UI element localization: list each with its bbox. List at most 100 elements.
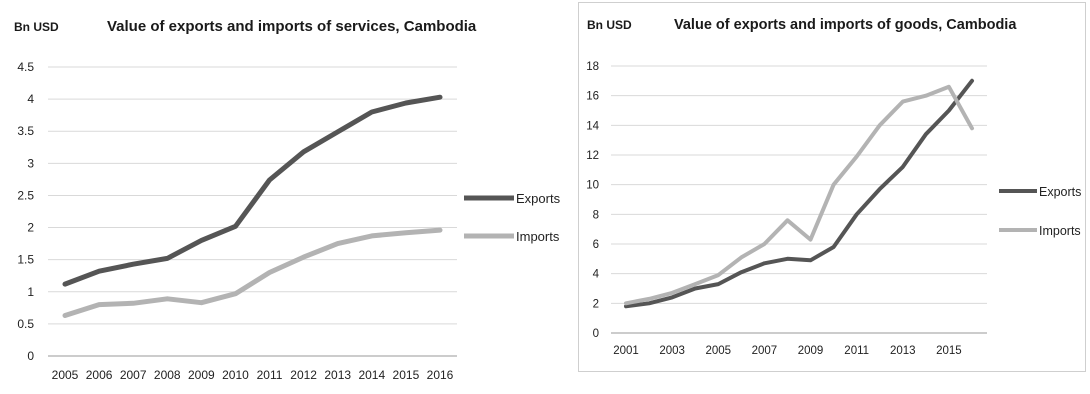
goods-legend-label-exports: Exports [1039, 185, 1081, 199]
services-point-exports [268, 179, 271, 181]
services-point-imports [166, 298, 169, 300]
goods-point-exports [694, 287, 696, 290]
goods-point-imports [902, 100, 904, 103]
goods-x-tick-label: 2009 [798, 345, 824, 357]
goods-legend-label-imports: Imports [1039, 224, 1081, 238]
services-x-tick-label: 2010 [222, 368, 249, 382]
services-y-tick-label: 0 [27, 349, 34, 363]
services-legend-label-imports: Imports [516, 229, 560, 244]
services-x-tick-label: 2006 [86, 368, 113, 382]
services-point-exports [200, 239, 203, 242]
services-point-imports [200, 301, 203, 304]
goods-point-exports [878, 188, 881, 190]
goods-point-imports [855, 155, 858, 158]
goods-point-imports [671, 292, 673, 294]
goods-point-exports [625, 305, 627, 308]
goods-point-exports [717, 283, 720, 285]
services-point-exports [132, 263, 134, 265]
services-point-exports [166, 257, 169, 260]
goods-point-imports [786, 219, 789, 222]
goods-x-tick-label: 2001 [613, 345, 639, 357]
services-point-imports [234, 292, 237, 295]
services-y-tick-label: 4.5 [17, 60, 34, 74]
goods-unit-label: Bn USD [587, 18, 632, 32]
goods-point-exports [925, 133, 927, 136]
goods-point-imports [625, 302, 627, 305]
goods-y-tick-label: 4 [593, 269, 600, 281]
goods-y-tick-label: 8 [593, 209, 599, 221]
goods-point-imports [832, 183, 835, 186]
services-x-tick-label: 2005 [52, 368, 79, 382]
goods-y-tick-label: 18 [586, 61, 599, 73]
goods-y-tick-label: 16 [586, 91, 599, 103]
goods-point-imports [925, 94, 927, 97]
services-series-line-imports [62, 227, 443, 318]
services-point-imports [132, 302, 134, 305]
services-point-imports [439, 229, 441, 231]
goods-x-tick-label: 2013 [890, 345, 916, 357]
services-x-tick-label: 2016 [427, 368, 454, 382]
goods-chart: Bn USD Value of exports and imports of g… [586, 17, 1081, 357]
goods-point-imports [694, 283, 696, 285]
services-point-exports [64, 283, 66, 285]
services-chart-title: Value of exports and imports of services… [107, 18, 477, 35]
goods-x-tick-label: 2005 [705, 345, 731, 357]
services-point-imports [336, 242, 339, 245]
services-y-tick-label: 4 [27, 92, 34, 106]
services-point-imports [268, 271, 271, 274]
services-x-tick-label: 2011 [257, 368, 283, 382]
goods-y-tick-label: 14 [586, 120, 599, 132]
goods-point-exports [671, 296, 673, 299]
services-point-imports [98, 303, 100, 306]
services-point-exports [439, 96, 441, 98]
services-x-tick-label: 2013 [324, 368, 351, 382]
goods-point-exports [971, 80, 973, 82]
goods-y-tick-label: 0 [593, 328, 599, 340]
services-y-tick-label: 1 [27, 285, 34, 299]
goods-point-imports [740, 256, 743, 259]
services-point-exports [371, 111, 373, 113]
goods-y-tick-label: 2 [593, 298, 599, 310]
services-chart-panel: Bn USD Value of exports and imports of s… [14, 18, 561, 382]
services-x-tick-label: 2008 [154, 368, 181, 382]
services-x-tick-label: 2014 [358, 368, 385, 382]
goods-x-tick-label: 2003 [659, 345, 685, 357]
goods-point-imports [971, 127, 973, 130]
goods-series-line-exports [624, 78, 974, 309]
services-point-exports [234, 225, 237, 228]
goods-point-exports [740, 271, 743, 273]
goods-point-exports [902, 166, 904, 168]
services-x-tick-label: 2007 [120, 368, 147, 382]
services-point-exports [302, 150, 305, 153]
goods-point-exports [763, 262, 766, 265]
goods-x-tick-label: 2007 [752, 345, 778, 357]
goods-point-imports [878, 124, 881, 127]
services-y-tick-label: 2.5 [17, 188, 34, 202]
goods-series-line-imports [624, 84, 974, 306]
services-y-tick-label: 1.5 [17, 253, 34, 267]
services-series-line-exports [62, 94, 443, 287]
goods-point-exports [855, 213, 858, 216]
services-x-tick-label: 2009 [188, 368, 215, 382]
services-point-imports [371, 235, 373, 237]
goods-chart-title: Value of exports and imports of goods, C… [674, 17, 1017, 33]
services-y-tick-label: 2 [27, 221, 34, 235]
services-x-tick-label: 2015 [393, 368, 420, 382]
goods-y-tick-label: 12 [586, 150, 599, 162]
goods-point-imports [763, 243, 766, 245]
goods-point-imports [648, 298, 650, 300]
goods-point-imports [717, 274, 720, 276]
goods-x-tick-label: 2011 [844, 345, 869, 357]
services-y-tick-label: 3 [27, 156, 34, 170]
goods-y-tick-label: 10 [586, 180, 599, 192]
services-point-exports [98, 270, 100, 273]
services-point-imports [302, 256, 305, 258]
services-chart: Bn USD Value of exports and imports of s… [14, 18, 561, 382]
goods-point-exports [948, 109, 950, 112]
goods-point-imports [948, 85, 950, 88]
services-point-exports [336, 131, 339, 133]
goods-chart-panel: Bn USD Value of exports and imports of g… [578, 2, 1086, 372]
goods-point-exports [786, 258, 789, 260]
goods-point-imports [809, 238, 812, 241]
goods-y-tick-label: 6 [593, 239, 599, 251]
